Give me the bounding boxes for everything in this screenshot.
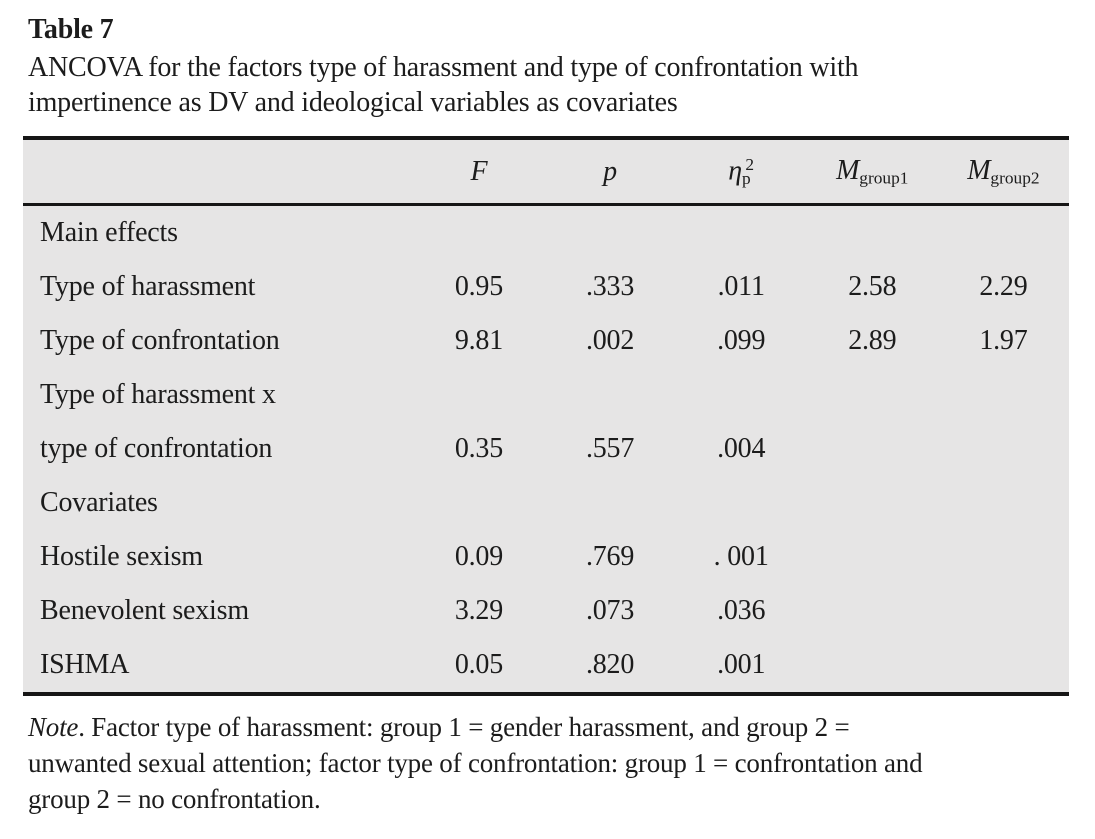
cell-m-group1 [807,422,938,476]
table-row-type-of-harassment: Type of harassment 0.95 .333 .011 2.58 2… [23,260,1069,314]
cell-eta: .011 [717,271,765,302]
cell-f: 3.29 [454,595,504,626]
cell-m-group2 [938,530,1069,584]
caption-line-2: impertinence as DV and ideological varia… [28,87,678,118]
cell-eta: .099 [717,325,766,356]
cell-p [544,368,675,422]
header-p: p [544,138,676,206]
row-label: Type of confrontation [40,325,280,356]
cell-p [544,205,675,261]
note-line-1: Note. Factor type of harassment: group 1… [28,709,1078,745]
cell-eta: .004 [717,433,766,464]
m1-symbol: M [836,154,860,186]
cell-f [413,205,544,261]
row-label: type of confrontation [40,433,273,464]
cell-m-group2 [938,368,1069,422]
cell-eta: .001 [717,649,766,680]
cell-eta: .036 [717,595,766,626]
paper-page: Table 7 ANCOVA for the factors type of h… [0,14,1095,839]
cell-p: .820 [585,649,635,680]
table-row-ishma: ISHMA 0.05 .820 .001 [23,638,1069,694]
table-row-main-effects: Main effects [23,205,1069,261]
cell-p: .073 [585,595,635,626]
cell-p [544,476,675,530]
cell-f: 0.35 [454,433,504,464]
cell-m-group2 [938,476,1069,530]
cell-p: .002 [585,325,635,356]
header-row: F p ηp2 Mgroup1 Mgroup2 [23,138,1069,206]
table-row-type-of-confrontation: Type of confrontation 9.81 .002 .099 2.8… [23,314,1069,368]
note-line-3: group 2 = no confrontation. [28,784,321,814]
cell-m-group1 [807,530,938,584]
row-label: Type of harassment [40,271,256,302]
cell-eta: . 001 [713,541,769,572]
note-line-2: unwanted sexual attention; factor type o… [28,748,923,778]
ancova-table: F p ηp2 Mgroup1 Mgroup2 Main effects Typ… [23,136,1069,696]
row-label: Benevolent sexism [40,595,249,626]
eta-symbol: η [728,155,742,187]
row-label: Type of harassment x [40,379,276,410]
cell-m-group1 [807,476,938,530]
cell-f [413,476,544,530]
cell-f: 0.95 [454,271,504,302]
table-note: Note. Factor type of harassment: group 1… [28,709,1078,817]
header-eta-squared: ηp2 [675,138,807,206]
header-m-group1: Mgroup1 [806,138,938,206]
cell-m-group1: 2.58 [848,271,897,302]
cell-p: .333 [585,271,635,302]
header-f-label: F [470,155,488,187]
header-m-group2: Mgroup2 [937,138,1069,206]
row-label: ISHMA [40,649,130,680]
cell-m-group1 [807,638,938,694]
table-row-interaction-line1: Type of harassment x [23,368,1069,422]
table-row-hostile-sexism: Hostile sexism 0.09 .769 . 001 [23,530,1069,584]
note-line-1-text: . Factor type of harassment: group 1 = g… [78,712,850,742]
cell-m-group2: 2.29 [979,271,1028,302]
cell-m-group1 [807,205,938,261]
cell-f: 0.05 [454,649,504,680]
cell-m-group1 [807,368,938,422]
eta-superscript: 2 [745,154,755,174]
cell-eta [676,205,807,261]
header-p-label: p [603,155,617,187]
table-row-covariates: Covariates [23,476,1069,530]
table-title: Table 7 [28,14,114,45]
eta-subscript: p [741,168,751,188]
cell-f [413,368,544,422]
table-caption: ANCOVA for the factors type of harassmen… [28,50,1095,120]
cell-m-group1: 2.89 [848,325,897,356]
cell-p: .769 [585,541,635,572]
m2-symbol: M [967,154,991,186]
cell-m-group2 [938,584,1069,638]
row-label: Main effects [40,217,178,248]
m1-subscript: group1 [859,168,909,188]
table-row-benevolent-sexism: Benevolent sexism 3.29 .073 .036 [23,584,1069,638]
header-empty-cell [23,138,414,206]
cell-f: 0.09 [454,541,504,572]
header-f: F [413,138,545,206]
row-label: Covariates [40,487,158,518]
m2-subscript: group2 [990,168,1040,188]
cell-m-group2 [938,205,1069,261]
cell-eta [676,368,807,422]
row-label: Hostile sexism [40,541,203,572]
cell-m-group2 [938,422,1069,476]
note-prefix: Note [28,712,79,742]
cell-m-group2: 1.97 [979,325,1028,356]
cell-eta [676,476,807,530]
table-row-interaction-line2: type of confrontation 0.35 .557 .004 [23,422,1069,476]
cell-f: 9.81 [454,325,504,356]
caption-line-1: ANCOVA for the factors type of harassmen… [28,52,859,83]
cell-m-group2 [938,638,1069,694]
cell-m-group1 [807,584,938,638]
cell-p: .557 [585,433,635,464]
